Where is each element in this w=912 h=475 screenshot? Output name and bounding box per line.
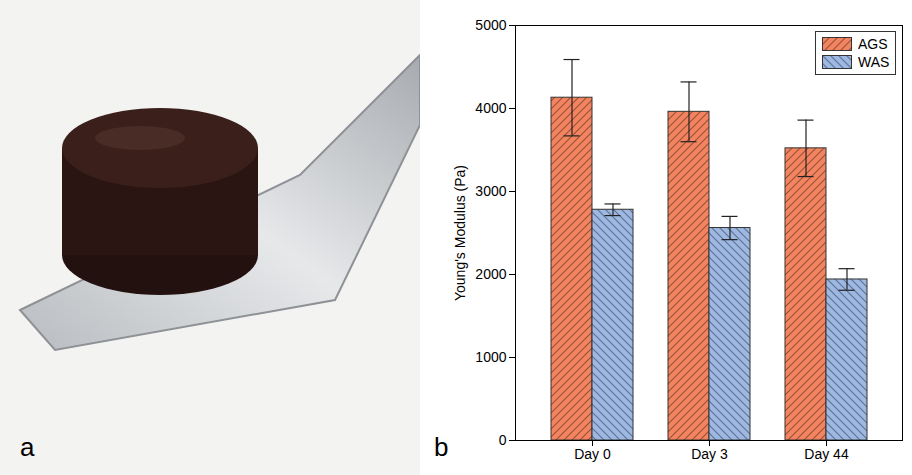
svg-text:Young's Modulus (Pa): Young's Modulus (Pa) [452, 165, 468, 301]
svg-text:4000: 4000 [475, 100, 506, 116]
html-text:a: a [20, 432, 35, 462]
html-text:WAS: WAS [858, 54, 890, 70]
svg-text:3000: 3000 [475, 183, 506, 199]
svg-text:Day 44: Day 44 [804, 446, 849, 462]
svg-text:0: 0 [499, 432, 507, 448]
html-text:b: b [434, 432, 449, 462]
svg-text:Day 0: Day 0 [574, 446, 611, 462]
svg-text:Day 3: Day 3 [691, 446, 728, 462]
svg-text:2000: 2000 [475, 266, 506, 282]
html-text:AGS: AGS [858, 36, 888, 52]
svg-text:1000: 1000 [475, 349, 506, 365]
svg-text:5000: 5000 [475, 17, 506, 33]
